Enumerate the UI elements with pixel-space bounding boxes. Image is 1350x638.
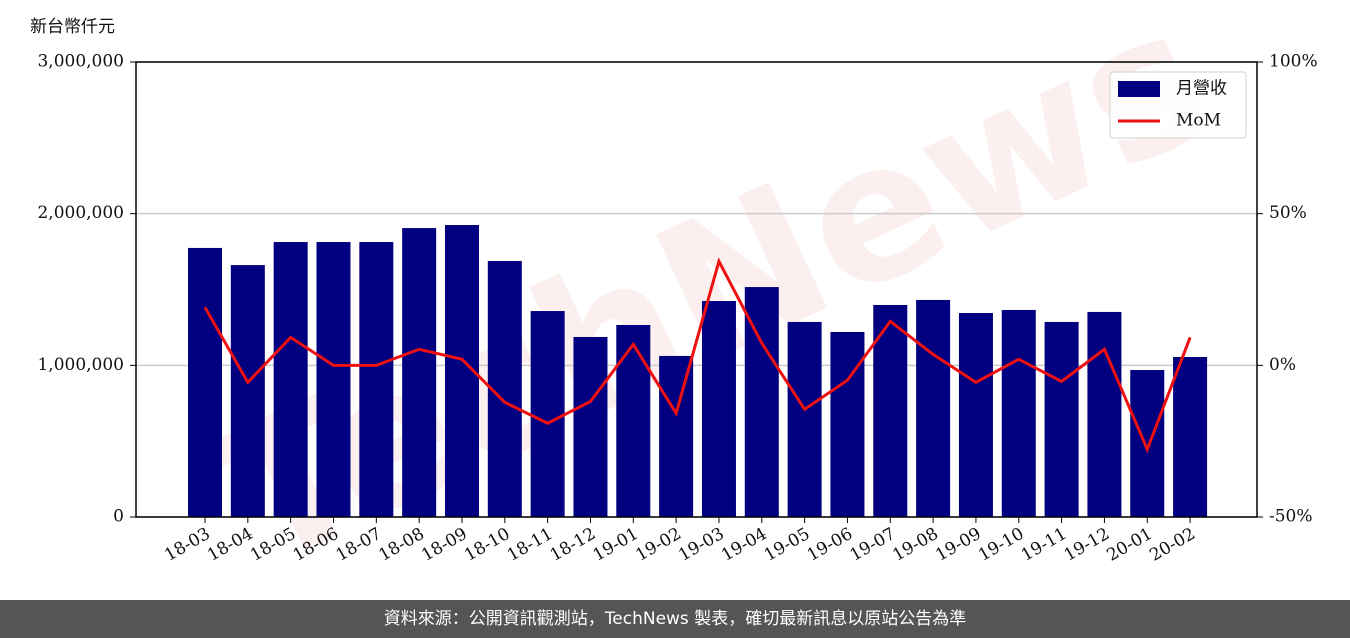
bar (230, 265, 265, 517)
legend-swatch (1118, 81, 1160, 97)
bar (701, 301, 736, 517)
line (203, 257, 1192, 454)
bar (659, 355, 694, 517)
x-tick-label: 19-07 (847, 524, 899, 566)
x-tick-label: 18-04 (204, 524, 256, 566)
legend-label: MoM (1176, 111, 1221, 131)
legend-label: 月營收 (1176, 79, 1227, 99)
x-tick-label: 19-03 (675, 524, 727, 566)
y2-tick-label: 0% (1269, 355, 1296, 375)
y2-tick-label: 100% (1269, 52, 1318, 72)
x-tick-label: 19-06 (804, 524, 856, 566)
x-tick-label: 19-09 (932, 524, 984, 566)
bar (573, 336, 608, 517)
bar (359, 242, 394, 518)
bar (873, 304, 908, 517)
y-tick-label: 2,000,000 (37, 203, 124, 223)
x-tick-label: 18-10 (461, 524, 513, 566)
y2-tick-label: -50% (1269, 507, 1313, 527)
bar (1087, 311, 1122, 517)
x-tick-label: 18-11 (504, 524, 556, 566)
x-tick-label: 18-12 (547, 524, 599, 566)
bar (316, 242, 351, 518)
bar (1001, 309, 1036, 517)
y-axis-label: 新台幣仟元 (30, 17, 115, 37)
y-tick-label: 0 (113, 507, 124, 527)
bar (273, 242, 308, 518)
x-tick-label: 19-02 (632, 524, 684, 566)
x-tick-label: 19-04 (718, 524, 770, 566)
bar (616, 324, 651, 517)
bar (830, 331, 865, 517)
bar (1173, 356, 1208, 517)
y-tick-label: 3,000,000 (37, 52, 124, 72)
x-tick-label: 20-01 (1104, 524, 1156, 566)
footer-band (0, 600, 1350, 638)
footer: 資料來源：公開資訊觀測站，TechNews 製表，確切最新訊息以原站公告為準 (384, 609, 966, 629)
x-tick-label: 19-05 (761, 524, 813, 566)
bar (402, 228, 437, 517)
x-tick-label: 19-08 (889, 524, 941, 566)
x-tick-label: 19-11 (1018, 524, 1070, 566)
x-tick-label: 19-01 (590, 524, 642, 566)
bar (1130, 370, 1165, 517)
bar (958, 313, 993, 517)
bar (530, 311, 565, 517)
y-tick-label: 1,000,000 (37, 355, 124, 375)
x-tick-label: 19-10 (975, 524, 1027, 566)
bar (916, 299, 951, 517)
bar (1044, 321, 1079, 517)
bar (744, 287, 779, 517)
bar (787, 321, 822, 517)
y2-tick-label: 50% (1269, 203, 1307, 223)
x-tick-label: 20-02 (1146, 524, 1198, 566)
x-tick-label: 18-03 (161, 524, 213, 566)
x-tick-label: 19-12 (1061, 524, 1113, 566)
plot-frame (135, 61, 1258, 518)
bar (188, 247, 222, 517)
